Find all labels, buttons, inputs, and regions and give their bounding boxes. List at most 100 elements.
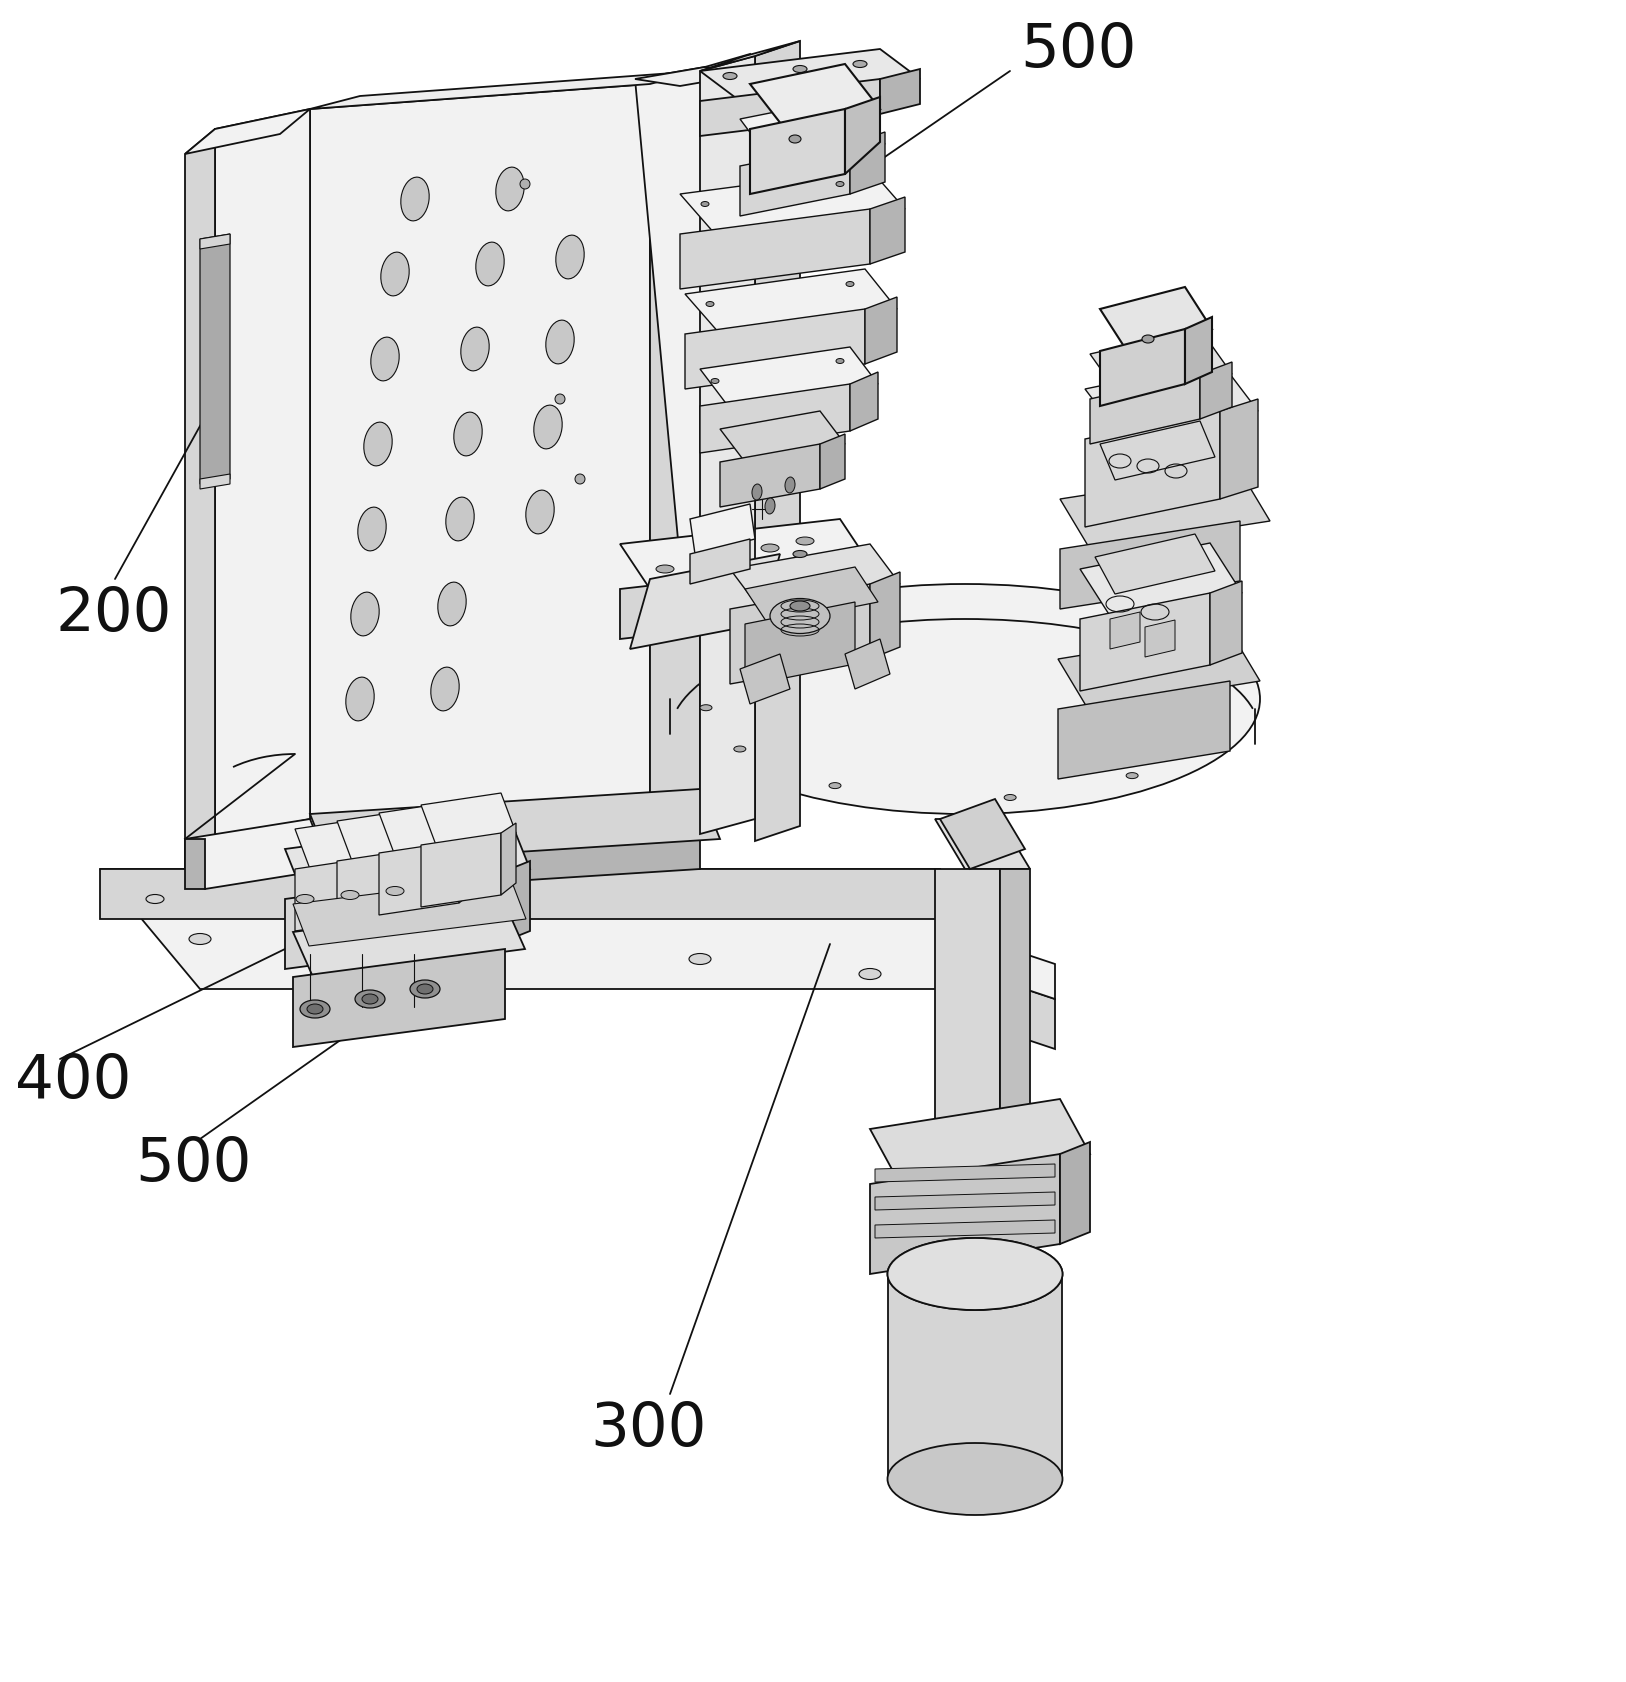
Ellipse shape [385,886,403,897]
Ellipse shape [446,498,475,542]
Polygon shape [730,585,870,685]
Polygon shape [740,145,850,217]
Polygon shape [689,540,750,585]
Polygon shape [1060,1142,1089,1245]
Polygon shape [101,870,1041,989]
Polygon shape [865,298,898,365]
Polygon shape [185,819,330,890]
Ellipse shape [764,500,776,515]
Ellipse shape [859,969,881,981]
Ellipse shape [789,136,802,145]
Ellipse shape [793,552,806,558]
Polygon shape [870,1154,1060,1275]
Ellipse shape [476,880,494,888]
Polygon shape [1059,632,1260,710]
Polygon shape [701,348,878,407]
Polygon shape [940,870,1041,1039]
Ellipse shape [346,678,374,722]
Polygon shape [1080,594,1210,691]
Polygon shape [421,794,515,846]
Polygon shape [1210,582,1242,666]
Ellipse shape [761,545,779,553]
Polygon shape [1085,362,1259,439]
Ellipse shape [1005,796,1016,801]
Ellipse shape [556,235,584,279]
Polygon shape [1111,612,1140,649]
Ellipse shape [1127,774,1138,779]
Ellipse shape [431,883,449,891]
Polygon shape [101,870,940,920]
Polygon shape [285,819,530,900]
Polygon shape [754,42,800,841]
Text: 200: 200 [55,585,171,644]
Polygon shape [846,639,889,690]
Polygon shape [701,385,850,454]
Text: 500: 500 [135,1135,252,1194]
Ellipse shape [351,592,379,636]
Polygon shape [888,1275,1062,1478]
Polygon shape [701,81,880,136]
Ellipse shape [307,1004,324,1014]
Polygon shape [680,170,906,235]
Ellipse shape [546,321,574,365]
Polygon shape [185,130,215,870]
Polygon shape [846,98,880,175]
Ellipse shape [771,599,829,634]
Ellipse shape [888,1238,1062,1310]
Polygon shape [850,133,885,195]
Polygon shape [850,373,878,432]
Ellipse shape [793,67,806,74]
Ellipse shape [371,338,400,382]
Polygon shape [935,870,1000,1129]
Polygon shape [701,42,800,72]
Polygon shape [870,1100,1089,1184]
Ellipse shape [410,981,441,999]
Polygon shape [185,109,311,155]
Ellipse shape [699,705,712,711]
Polygon shape [750,109,846,195]
Polygon shape [1010,949,1055,999]
Ellipse shape [341,891,359,900]
Ellipse shape [301,1001,330,1018]
Polygon shape [1220,400,1259,500]
Polygon shape [511,861,530,940]
Polygon shape [459,831,475,903]
Polygon shape [379,802,475,853]
Polygon shape [740,98,885,167]
Polygon shape [1101,422,1215,481]
Polygon shape [620,520,870,590]
Polygon shape [1060,471,1270,550]
Ellipse shape [751,484,763,501]
Ellipse shape [416,984,433,994]
Polygon shape [720,444,820,508]
Polygon shape [200,235,229,484]
Ellipse shape [358,508,387,552]
Polygon shape [1010,984,1055,1050]
Polygon shape [200,474,229,489]
Ellipse shape [496,168,524,212]
Ellipse shape [454,412,483,456]
Polygon shape [1094,535,1215,595]
Polygon shape [875,1164,1055,1182]
Ellipse shape [146,895,164,903]
Ellipse shape [554,395,564,405]
Ellipse shape [689,954,711,965]
Ellipse shape [363,994,377,1004]
Polygon shape [1200,363,1233,420]
Ellipse shape [655,565,675,574]
Polygon shape [629,555,780,649]
Polygon shape [1000,870,1029,1129]
Polygon shape [1059,681,1229,779]
Polygon shape [1101,288,1211,352]
Polygon shape [376,848,390,920]
Ellipse shape [691,558,709,567]
Polygon shape [293,949,506,1048]
Polygon shape [294,858,376,932]
Polygon shape [421,834,501,908]
Polygon shape [1060,521,1241,609]
Polygon shape [636,67,750,87]
Polygon shape [706,56,790,560]
Polygon shape [1145,621,1176,658]
Ellipse shape [846,283,854,288]
Polygon shape [701,50,920,103]
